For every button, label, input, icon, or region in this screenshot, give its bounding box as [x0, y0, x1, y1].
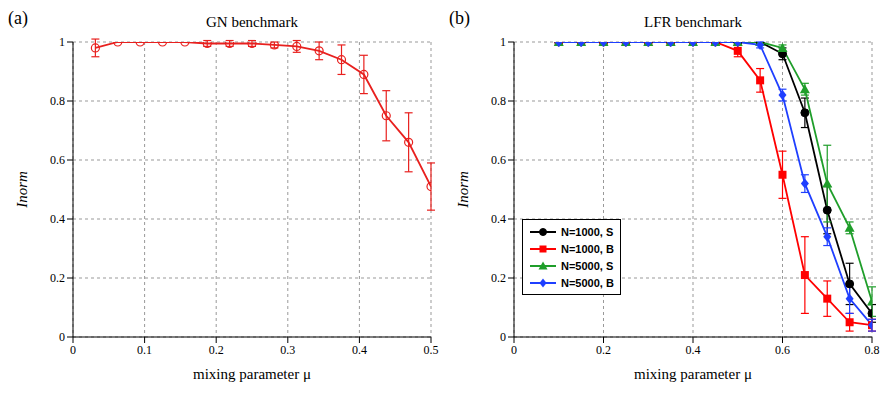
- svg-text:mixing parameter μ: mixing parameter μ: [193, 366, 311, 382]
- svg-text:0: 0: [500, 330, 506, 344]
- svg-text:0: 0: [59, 330, 65, 344]
- svg-text:0: 0: [511, 343, 517, 357]
- html-text:GN benchmark: GN benchmark: [206, 14, 298, 30]
- svg-text:Inorm: Inorm: [14, 171, 30, 209]
- svg-text:0.5: 0.5: [424, 343, 439, 357]
- svg-text:0.2: 0.2: [209, 343, 224, 357]
- svg-text:0.3: 0.3: [280, 343, 295, 357]
- svg-text:mixing parameter μ: mixing parameter μ: [634, 366, 752, 382]
- svg-text:0.8: 0.8: [491, 94, 506, 108]
- svg-text:0.8: 0.8: [50, 94, 65, 108]
- svg-text:1: 1: [500, 35, 506, 49]
- svg-text:Inorm: Inorm: [455, 171, 471, 209]
- svg-text:0.4: 0.4: [352, 343, 367, 357]
- svg-text:0.4: 0.4: [686, 343, 701, 357]
- svg-text:0.4: 0.4: [50, 212, 65, 226]
- svg-text:0.1: 0.1: [137, 343, 152, 357]
- svg-text:0.4: 0.4: [491, 212, 506, 226]
- html-text:N=5000, B: N=5000, B: [561, 276, 614, 289]
- html-text:(a): (a): [8, 8, 28, 28]
- svg-text:0.2: 0.2: [50, 271, 65, 285]
- html-text:N=1000, B: N=1000, B: [561, 242, 614, 255]
- html-text:N=1000, S: N=1000, S: [561, 225, 614, 238]
- svg-text:0.6: 0.6: [775, 343, 790, 357]
- html-text:N=5000, S: N=5000, S: [561, 259, 614, 272]
- svg-text:0.2: 0.2: [491, 271, 506, 285]
- svg-text:0.2: 0.2: [596, 343, 611, 357]
- svg-text:0.8: 0.8: [865, 343, 880, 357]
- html-text:LFR benchmark: LFR benchmark: [644, 14, 742, 30]
- svg-text:0.6: 0.6: [491, 153, 506, 167]
- svg-text:0.6: 0.6: [50, 153, 65, 167]
- html-text:(b): (b): [449, 8, 470, 28]
- svg-text:0: 0: [70, 343, 76, 357]
- svg-text:1: 1: [59, 35, 65, 49]
